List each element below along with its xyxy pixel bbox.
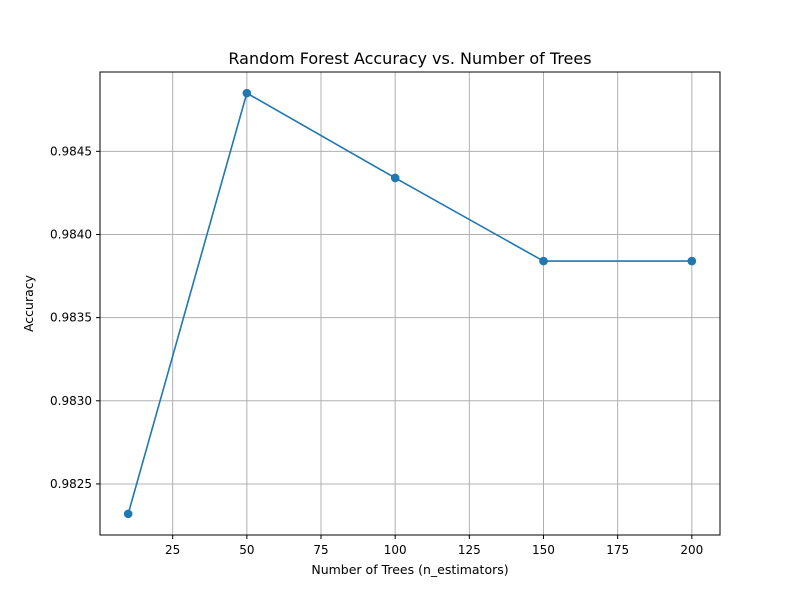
x-tick-label: 75 <box>313 543 328 557</box>
series-layer <box>123 88 697 519</box>
y-tick-label: 0.9830 <box>50 394 92 408</box>
grid-lines <box>100 72 720 535</box>
chart-title: Random Forest Accuracy vs. Number of Tre… <box>228 49 591 68</box>
x-tick-label: 25 <box>165 543 180 557</box>
x-tick-label: 200 <box>680 543 703 557</box>
y-tick-label: 0.9840 <box>50 227 92 241</box>
x-tick-label: 150 <box>532 543 555 557</box>
x-tick-label: 50 <box>239 543 254 557</box>
x-tick-label: 175 <box>606 543 629 557</box>
x-tick-label: 100 <box>384 543 407 557</box>
y-tick-label: 0.9845 <box>50 144 92 158</box>
axis-ticks: 25 50 75 100 125 150 175 200 0.9825 0.9830 0.9835 0… <box>50 144 703 557</box>
plot-frame <box>99 71 721 536</box>
y-tick-label: 0.9825 <box>50 477 92 491</box>
data-point <box>123 509 133 519</box>
x-tick-label: 125 <box>458 543 481 557</box>
x-axis-label: Number of Trees (n_estimators) <box>311 562 508 577</box>
data-point <box>687 256 697 266</box>
data-point <box>390 173 400 183</box>
data-point <box>242 88 252 98</box>
data-point <box>539 256 548 266</box>
y-tick-label: 0.9835 <box>50 311 92 325</box>
y-axis-label: Accuracy <box>21 274 36 332</box>
